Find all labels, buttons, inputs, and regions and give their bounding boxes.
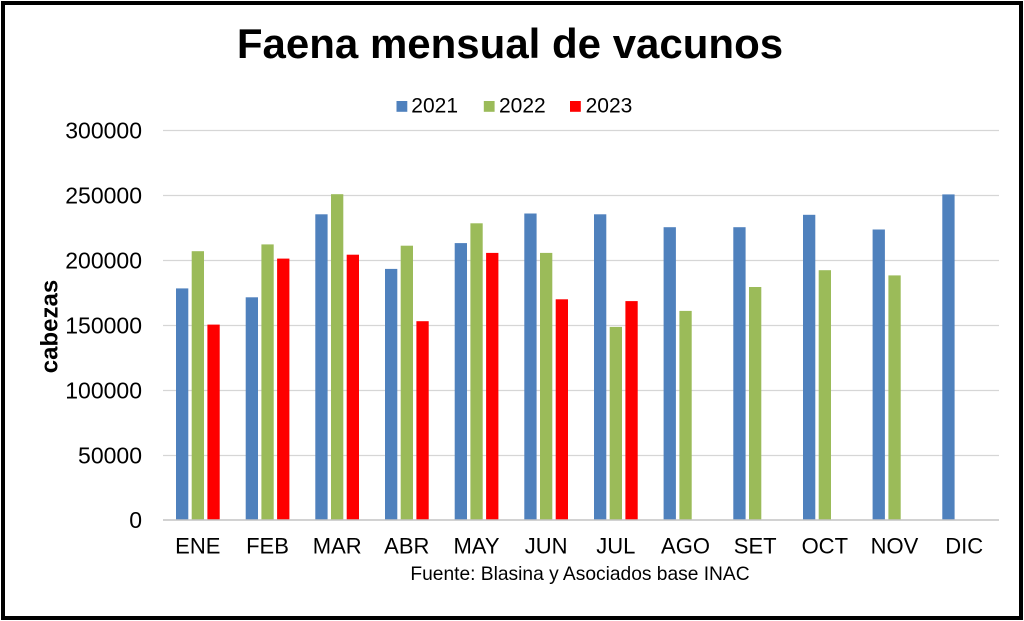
svg-text:ABR: ABR bbox=[384, 534, 429, 559]
svg-text:OCT: OCT bbox=[802, 534, 848, 559]
svg-text:150000: 150000 bbox=[65, 313, 142, 339]
svg-text:200000: 200000 bbox=[65, 248, 142, 274]
svg-text:0: 0 bbox=[129, 507, 142, 533]
svg-text:FEB: FEB bbox=[246, 534, 289, 559]
svg-text:300000: 300000 bbox=[65, 118, 142, 144]
svg-text:2022: 2022 bbox=[499, 95, 546, 118]
svg-text:JUN: JUN bbox=[525, 534, 568, 559]
svg-text:2021: 2021 bbox=[411, 95, 458, 118]
svg-text:cabezas: cabezas bbox=[37, 280, 64, 373]
svg-text:ENE: ENE bbox=[175, 534, 220, 559]
svg-text:MAY: MAY bbox=[453, 534, 499, 559]
svg-text:AGO: AGO bbox=[661, 534, 710, 559]
svg-text:Faena mensual de vacunos: Faena mensual de vacunos bbox=[237, 20, 783, 67]
svg-text:100000: 100000 bbox=[65, 378, 142, 404]
svg-text:250000: 250000 bbox=[65, 183, 142, 209]
svg-text:Fuente: Blasina y Asociados ba: Fuente: Blasina y Asociados base INAC bbox=[410, 564, 749, 585]
svg-text:JUL: JUL bbox=[596, 534, 635, 559]
svg-text:NOV: NOV bbox=[871, 534, 919, 559]
svg-text:SET: SET bbox=[734, 534, 777, 559]
svg-text:MAR: MAR bbox=[313, 534, 362, 559]
svg-text:2023: 2023 bbox=[586, 95, 633, 118]
svg-text:50000: 50000 bbox=[78, 443, 142, 469]
svg-text:DIC: DIC bbox=[945, 534, 983, 559]
